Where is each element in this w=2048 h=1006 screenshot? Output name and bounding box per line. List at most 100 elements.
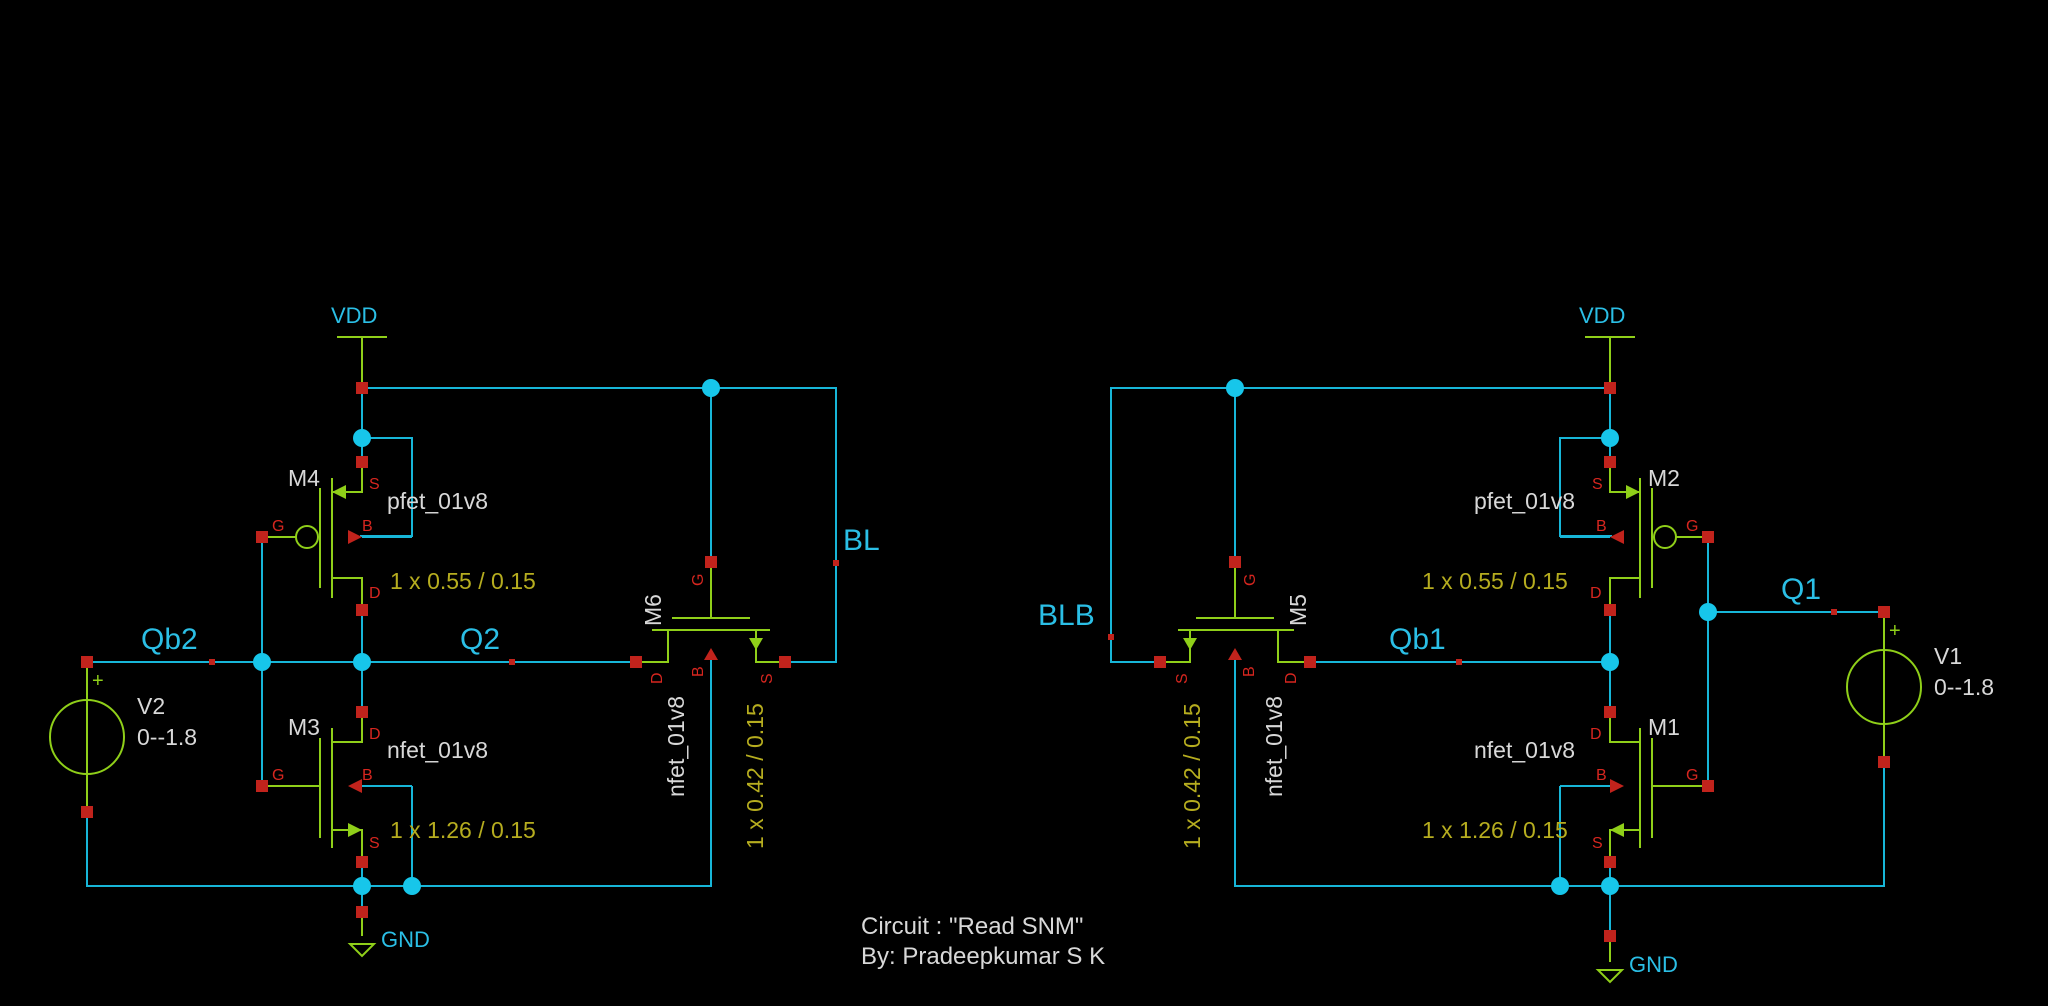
m5-source-arrow xyxy=(1183,638,1197,650)
m2-size: 1 x 0.55 / 0.15 xyxy=(1422,568,1568,594)
pin xyxy=(1604,456,1616,468)
m1-model: nfet_01v8 xyxy=(1474,737,1575,763)
m6-name: M6 xyxy=(640,594,666,626)
junction xyxy=(1601,877,1619,895)
pin xyxy=(1108,634,1114,640)
gnd-label: GND xyxy=(381,927,430,952)
junction xyxy=(1226,379,1244,397)
pin-letter-s: S xyxy=(369,835,380,852)
pin-letter-s: S xyxy=(369,476,380,493)
pin-letter-b: B xyxy=(690,666,707,677)
m5-model: nfet_01v8 xyxy=(1261,696,1287,797)
pin xyxy=(1878,606,1890,618)
component-graphics xyxy=(49,336,1922,984)
junction xyxy=(353,429,371,447)
junction xyxy=(1699,603,1717,621)
m1-body-arrow xyxy=(1610,779,1624,793)
pin-letter-d: D xyxy=(1590,726,1602,743)
wire xyxy=(1110,387,1608,663)
pin xyxy=(356,906,368,918)
pin-letter-s: S xyxy=(1592,476,1603,493)
net-labels: VDD VDD GND GND Qb2 Q2 BL BLB Qb1 Q1 xyxy=(141,303,1821,977)
m3-body-arrow xyxy=(348,779,362,793)
pin xyxy=(1604,604,1616,616)
transistor-arrows xyxy=(332,485,1640,837)
pin xyxy=(1604,856,1616,868)
pin xyxy=(1702,531,1714,543)
pin xyxy=(705,556,717,568)
net-label-blb: BLB xyxy=(1038,599,1095,632)
pin-letter-b: B xyxy=(362,767,373,784)
m1-source-arrow xyxy=(1610,823,1624,837)
pin xyxy=(256,531,268,543)
pin xyxy=(1154,656,1166,668)
pin-letter-b: B xyxy=(1596,767,1607,784)
body-arrows xyxy=(348,530,1624,793)
pin xyxy=(356,456,368,468)
v1-name: V1 xyxy=(1934,643,1962,669)
junction-dots xyxy=(253,379,1717,895)
pin-letter-b: B xyxy=(362,518,373,535)
m4-model: pfet_01v8 xyxy=(387,488,488,514)
pin xyxy=(356,706,368,718)
pin xyxy=(630,656,642,668)
pin-letter-g: G xyxy=(690,574,707,586)
pin xyxy=(256,780,268,792)
pin-letter-g: G xyxy=(1686,518,1698,535)
wire xyxy=(362,387,837,663)
m3-size: 1 x 1.26 / 0.15 xyxy=(390,817,536,843)
net-label-bl: BL xyxy=(843,524,880,557)
vdd-label: VDD xyxy=(331,303,377,328)
pin xyxy=(509,659,515,665)
junction xyxy=(353,653,371,671)
junction xyxy=(702,379,720,397)
body-wires xyxy=(362,536,1610,886)
pin xyxy=(1456,659,1462,665)
pin xyxy=(209,659,215,665)
pin-letter-s: S xyxy=(1592,835,1603,852)
net-label-q1: Q1 xyxy=(1781,573,1821,606)
m1-size: 1 x 1.26 / 0.15 xyxy=(1422,817,1568,843)
pin xyxy=(356,604,368,616)
net-label-qb1: Qb1 xyxy=(1389,623,1446,656)
m6-model: nfet_01v8 xyxy=(663,696,689,797)
pin-letter-b: B xyxy=(1241,666,1258,677)
pin-letter-d: D xyxy=(369,726,381,743)
m5-size: 1 x 0.42 / 0.15 xyxy=(1179,703,1205,849)
size-labels: 1 x 0.55 / 0.15 1 x 1.26 / 0.15 1 x 0.55… xyxy=(390,568,1568,849)
gnd-arrow xyxy=(347,943,377,958)
junction xyxy=(1601,429,1619,447)
pin-letter-s: S xyxy=(759,673,776,684)
v1-plus-sign: + xyxy=(1889,620,1901,642)
pin-letter-s: S xyxy=(1174,673,1191,684)
gnd-label: GND xyxy=(1629,952,1678,977)
m5-name: M5 xyxy=(1285,594,1311,626)
m3-name: M3 xyxy=(288,714,320,740)
pin xyxy=(81,806,93,818)
pin-squares xyxy=(81,382,1890,942)
v2-value: 0--1.8 xyxy=(137,724,197,750)
pin xyxy=(1878,756,1890,768)
m5-body-arrow xyxy=(1228,648,1242,660)
m4-body-arrow xyxy=(348,530,362,544)
pin-letter-d: D xyxy=(1283,672,1300,684)
pin xyxy=(356,856,368,868)
junction xyxy=(1551,877,1569,895)
junction xyxy=(353,877,371,895)
m6-body-arrow xyxy=(704,648,718,660)
m4-name: M4 xyxy=(288,465,320,491)
polarity-marks: + + xyxy=(92,620,1901,692)
pin-letter-g: G xyxy=(272,767,284,784)
pin-letter-g: G xyxy=(272,518,284,535)
pin-letter-b: B xyxy=(1596,518,1607,535)
pin-letter-g: G xyxy=(1686,767,1698,784)
pin xyxy=(779,656,791,668)
m2-body-arrow xyxy=(1610,530,1624,544)
m2-source-arrow xyxy=(1626,485,1640,499)
pin xyxy=(1702,780,1714,792)
junction xyxy=(253,653,271,671)
pin-letter-d: D xyxy=(1590,585,1602,602)
pin xyxy=(1604,930,1616,942)
